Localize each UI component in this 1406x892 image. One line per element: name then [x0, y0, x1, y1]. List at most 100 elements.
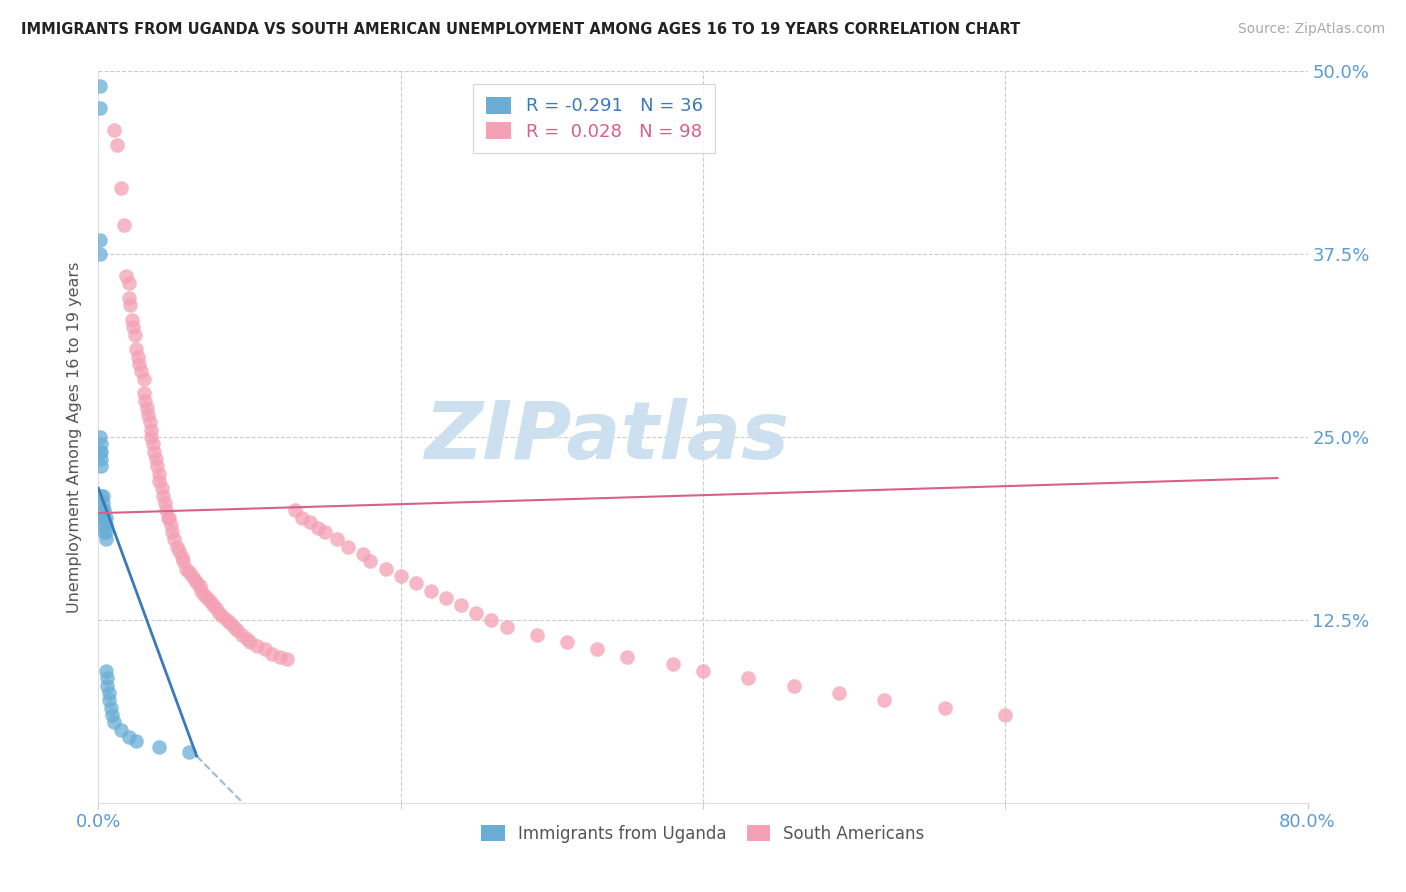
Point — [465, 606, 488, 620]
Point — [181, 569, 204, 583]
Point — [179, 745, 201, 759]
Point — [481, 613, 503, 627]
Point — [239, 635, 262, 649]
Point — [91, 489, 114, 503]
Point — [94, 533, 117, 547]
Point — [101, 708, 124, 723]
Point — [374, 562, 396, 576]
Point — [299, 515, 322, 529]
Point — [276, 652, 298, 666]
Point — [94, 510, 117, 524]
Point — [93, 525, 115, 540]
Point — [132, 386, 155, 401]
Point — [307, 521, 329, 535]
Point — [153, 496, 176, 510]
Point — [135, 401, 157, 415]
Point — [139, 416, 162, 430]
Point — [195, 591, 218, 605]
Point — [159, 510, 181, 524]
Point — [128, 357, 150, 371]
Point — [96, 679, 118, 693]
Point — [152, 489, 174, 503]
Point — [174, 562, 197, 576]
Point — [141, 423, 163, 437]
Point — [118, 291, 141, 305]
Point — [122, 320, 145, 334]
Point — [120, 298, 142, 312]
Point — [737, 672, 759, 686]
Point — [235, 632, 257, 646]
Point — [118, 730, 141, 744]
Point — [136, 408, 159, 422]
Point — [148, 474, 170, 488]
Point — [405, 576, 427, 591]
Point — [110, 181, 132, 195]
Point — [94, 525, 117, 540]
Point — [219, 615, 242, 630]
Point — [105, 137, 128, 152]
Point — [127, 350, 149, 364]
Point — [352, 547, 374, 561]
Point — [253, 642, 276, 657]
Point — [389, 569, 412, 583]
Point — [134, 393, 156, 408]
Point — [284, 503, 307, 517]
Point — [145, 452, 167, 467]
Point — [93, 503, 115, 517]
Point — [170, 549, 193, 564]
Point — [434, 591, 457, 605]
Point — [90, 459, 112, 474]
Text: ZIPatlas: ZIPatlas — [423, 398, 789, 476]
Point — [98, 686, 121, 700]
Point — [246, 640, 269, 654]
Point — [91, 510, 114, 524]
Text: IMMIGRANTS FROM UGANDA VS SOUTH AMERICAN UNEMPLOYMENT AMONG AGES 16 TO 19 YEARS : IMMIGRANTS FROM UGANDA VS SOUTH AMERICAN… — [21, 22, 1021, 37]
Point — [125, 734, 148, 748]
Point — [103, 123, 125, 137]
Point — [156, 510, 179, 524]
Point — [129, 364, 152, 378]
Point — [148, 740, 170, 755]
Point — [783, 679, 806, 693]
Point — [231, 627, 253, 641]
Point — [90, 489, 112, 503]
Point — [188, 579, 211, 593]
Point — [155, 503, 177, 517]
Point — [94, 517, 117, 532]
Point — [163, 533, 186, 547]
Point — [193, 588, 215, 602]
Point — [100, 700, 122, 714]
Point — [495, 620, 517, 634]
Point — [93, 510, 115, 524]
Point — [179, 565, 201, 579]
Point — [89, 444, 111, 458]
Point — [91, 496, 114, 510]
Point — [555, 635, 578, 649]
Point — [224, 620, 246, 634]
Point — [125, 343, 148, 357]
Point — [91, 503, 114, 517]
Point — [314, 525, 336, 540]
Point — [326, 533, 349, 547]
Point — [934, 700, 956, 714]
Point — [269, 649, 291, 664]
Point — [336, 540, 359, 554]
Point — [450, 599, 472, 613]
Point — [96, 672, 118, 686]
Point — [114, 269, 136, 284]
Point — [616, 649, 638, 664]
Point — [211, 608, 233, 623]
Point — [90, 452, 112, 467]
Point — [205, 601, 228, 615]
Legend: Immigrants from Uganda, South Americans: Immigrants from Uganda, South Americans — [475, 818, 931, 849]
Point — [873, 693, 896, 707]
Point — [103, 715, 125, 730]
Point — [167, 544, 190, 558]
Point — [90, 444, 112, 458]
Point — [160, 517, 183, 532]
Point — [143, 444, 166, 458]
Point — [89, 101, 111, 115]
Point — [132, 371, 155, 385]
Point — [200, 594, 222, 608]
Point — [994, 708, 1017, 723]
